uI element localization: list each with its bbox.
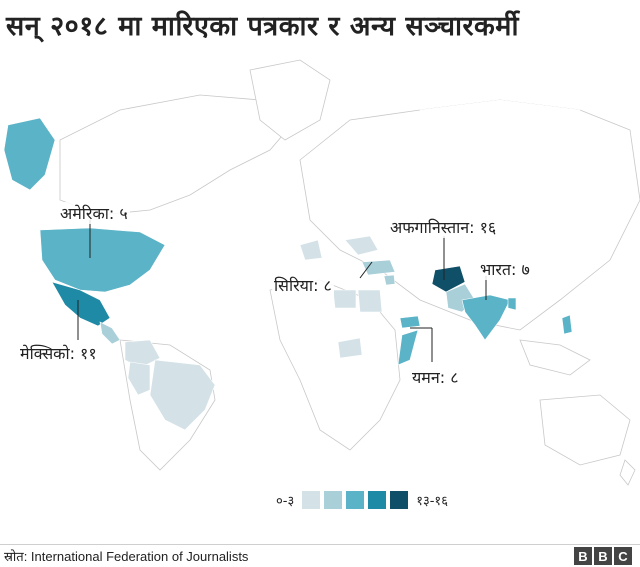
- philippines: [561, 314, 573, 335]
- bbc-logo-b2: B: [594, 547, 612, 565]
- legend-min-label: ०-३: [276, 494, 295, 509]
- highlighted-countries: [3, 99, 581, 431]
- legend: ०-३ १३-१६: [272, 490, 452, 510]
- bbc-logo-c: C: [614, 547, 632, 565]
- brazil: [149, 359, 216, 431]
- callout-india: भारत: ७: [478, 258, 532, 280]
- source-text: स्रोत: International Federation of Journ…: [4, 549, 249, 564]
- usa: [39, 227, 166, 293]
- india: [461, 294, 511, 341]
- legend-swatch-5: [390, 491, 409, 509]
- new-zealand-land: [619, 459, 636, 486]
- peru: [127, 361, 151, 396]
- central-africa: [337, 337, 363, 359]
- central-america: [99, 321, 121, 345]
- ukraine: [344, 235, 379, 256]
- callout-afghanistan: अफगानिस्तान: १६: [388, 216, 499, 238]
- turkey: [361, 259, 396, 276]
- legend-swatch-1: [302, 491, 321, 509]
- leader-lines: [77, 220, 487, 362]
- callout-mexico: मेक्सिको: ११: [18, 342, 99, 364]
- callout-syria: सिरिया: ८: [272, 274, 334, 296]
- somalia: [397, 329, 419, 366]
- bbc-logo: B B C: [574, 547, 632, 565]
- callout-america: अमेरिका: ५: [58, 202, 130, 224]
- greenland-land: [249, 59, 331, 141]
- russia-light: [419, 99, 581, 181]
- map-title: सन् २०१८ मा मारिएका पत्रकार र अन्य सञ्चा…: [6, 11, 519, 42]
- afghanistan: [431, 265, 466, 293]
- syria: [383, 274, 396, 286]
- legend-swatch-2: [324, 491, 343, 509]
- australia-land: [539, 394, 631, 466]
- legend-swatch-4: [368, 491, 387, 509]
- callout-yemen: यमन: ८: [410, 366, 461, 388]
- legend-swatch-3: [346, 491, 365, 509]
- western-europe: [299, 239, 323, 261]
- sea-islands-land: [519, 339, 591, 376]
- egypt: [357, 289, 383, 313]
- colombia: [124, 339, 161, 369]
- footer-divider: [0, 544, 640, 545]
- legend-max-label: १३-१६: [416, 494, 448, 509]
- mexico: [51, 281, 111, 327]
- bbc-logo-b1: B: [574, 547, 592, 565]
- alaska: [3, 117, 56, 191]
- bangladesh: [507, 297, 517, 311]
- libya: [332, 289, 357, 309]
- yemen: [399, 315, 421, 329]
